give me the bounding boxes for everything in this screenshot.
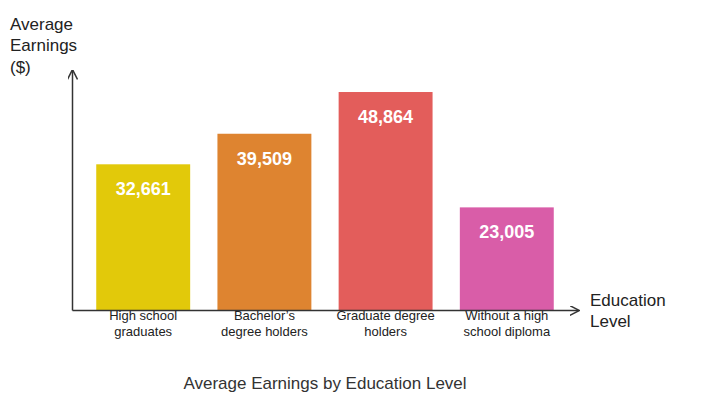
y-axis-line [72, 71, 74, 311]
x-axis: High schoolgraduates Bachelor’sdegree hol… [73, 308, 579, 339]
text-line: Earnings [10, 36, 77, 55]
x-tick-label: Without a highschool diploma [463, 308, 550, 339]
text-line: Without a high [465, 308, 548, 323]
bar [339, 92, 433, 310]
x-tick-label: Bachelor’sdegree holders [221, 308, 308, 339]
text-line: High school [109, 308, 177, 323]
text-line: graduates [114, 324, 172, 339]
bar [217, 134, 311, 310]
x-axis-title: Education Level [590, 291, 666, 331]
text-line: degree holders [221, 324, 308, 339]
data-label: 23,005 [479, 222, 534, 242]
data-label: 39,509 [237, 149, 292, 169]
text-line: holders [364, 324, 407, 339]
text-line: Bachelor’s [234, 308, 295, 323]
text-line: Level [590, 312, 631, 331]
chart-container: 32,661 39,509 48,864 23,005 High schoolgradu… [0, 0, 708, 408]
x-tick-label: High schoolgraduates [109, 308, 177, 339]
text-line: Education [590, 291, 666, 310]
text-line: Average [10, 15, 73, 34]
y-axis-title: Average Earnings ($) [10, 15, 77, 77]
x-tick-label: Graduate degreeholders [336, 308, 434, 339]
x-tick: Graduate degreeholders [336, 308, 434, 339]
x-tick: High schoolgraduates [109, 308, 177, 339]
y-axis [72, 71, 73, 311]
bar [460, 207, 554, 310]
data-label: 48,864 [358, 107, 413, 127]
chart-svg: 32,661 39,509 48,864 23,005 High schoolgradu… [0, 0, 708, 408]
chart-title: Average Earnings by Education Level [183, 374, 466, 393]
data-label: 32,661 [116, 179, 171, 199]
text-line: Graduate degree [336, 308, 434, 323]
data-labels: 32,661 39,509 48,864 23,005 [116, 107, 535, 242]
text-line: ($) [10, 58, 31, 77]
bar [96, 164, 190, 310]
x-tick: Bachelor’sdegree holders [221, 308, 308, 339]
bars [96, 92, 554, 310]
x-tick: Without a highschool diploma [463, 308, 550, 339]
text-line: school diploma [463, 324, 550, 339]
